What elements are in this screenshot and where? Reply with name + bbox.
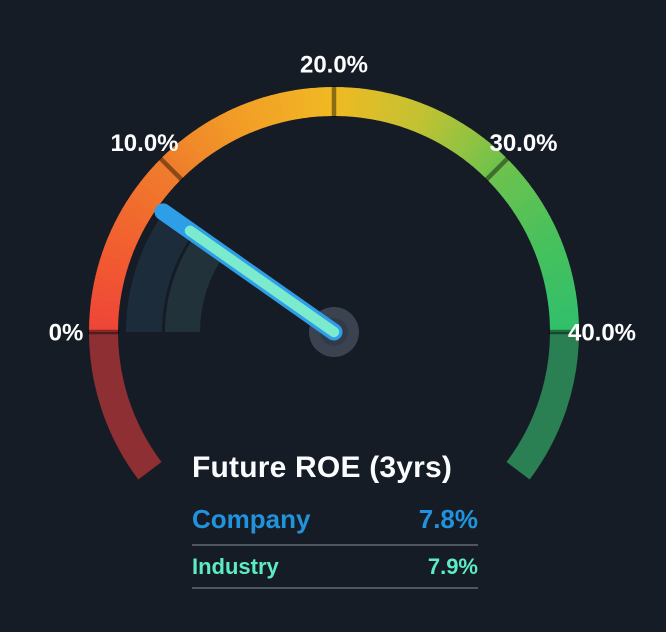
company-fan-arc — [126, 211, 194, 332]
tick-label-10: 10.0% — [110, 130, 178, 157]
industry-label: Industry — [192, 554, 279, 579]
company-value: 7.8% — [418, 504, 478, 534]
industry-value: 7.9% — [427, 554, 478, 579]
tick-label-0: 0% — [49, 320, 84, 347]
gauge-value-fans — [126, 211, 226, 332]
summary-panel: Future ROE (3yrs) Company 7.8% Industry … — [192, 452, 478, 589]
industry-row: Industry 7.9% — [192, 546, 478, 589]
gauge-tick-marks — [88, 86, 580, 335]
gauge-tick-labels: 0% 10.0% 20.0% 30.0% 40.0% — [49, 52, 636, 347]
company-row: Company 7.8% — [192, 504, 478, 546]
industry-fan-arc — [165, 232, 226, 332]
gauge-title: Future ROE (3yrs) — [192, 451, 453, 484]
gauge-needle — [154, 203, 343, 341]
company-label: Company — [192, 504, 311, 534]
tick-label-20: 20.0% — [300, 52, 368, 79]
tick-label-30: 30.0% — [489, 130, 557, 157]
tick-label-40: 40.0% — [568, 320, 636, 347]
gauge-gradient-arc — [89, 87, 579, 332]
gauge-out-of-range-arcs — [89, 330, 579, 480]
needle-core — [184, 225, 340, 338]
